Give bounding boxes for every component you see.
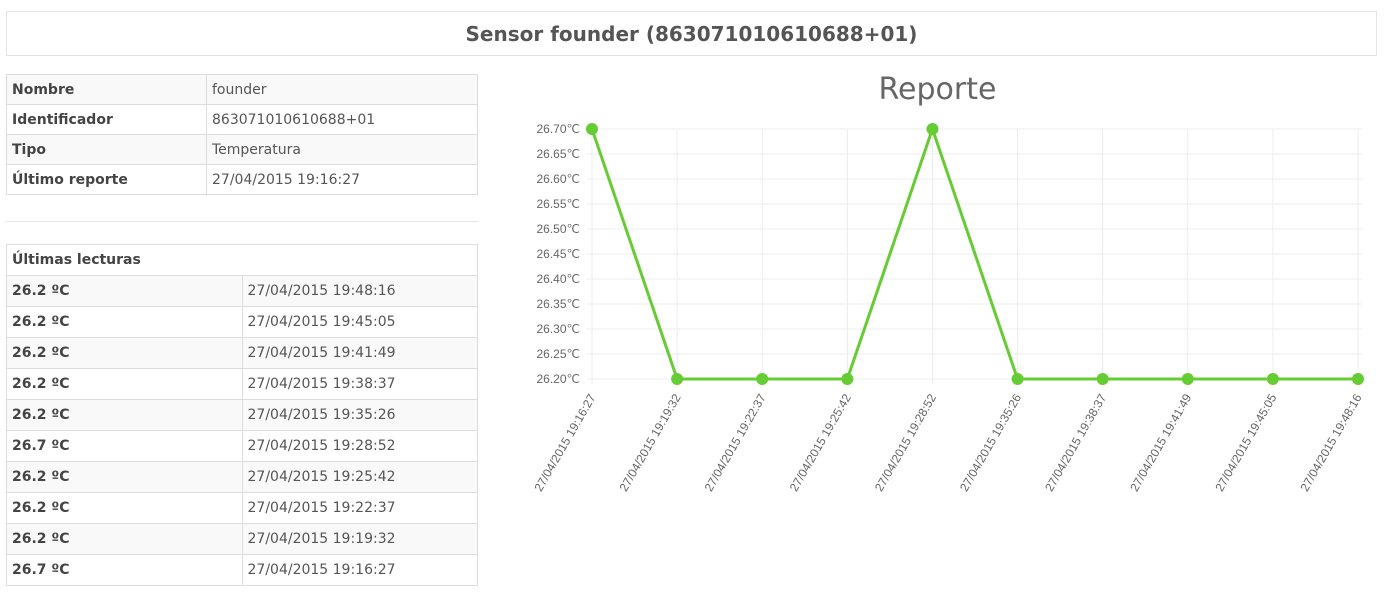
x-tick-label: 27/04/2015 19:48:16 (1297, 391, 1364, 494)
data-point (756, 373, 769, 385)
data-point (671, 373, 684, 385)
reading-temperature: 26.2 ºC (6, 523, 243, 555)
info-label: Último reporte (6, 164, 207, 195)
y-tick-label: 26.40℃ (536, 272, 580, 286)
x-tick-label: 27/04/2015 19:45:05 (1212, 391, 1279, 494)
y-tick-label: 26.65℃ (536, 147, 580, 161)
reading-temperature: 26.2 ºC (6, 492, 243, 524)
data-point (586, 123, 598, 135)
readings-table: Últimas lecturas 26.2 ºC 27/04/2015 19:48… (6, 244, 478, 586)
data-point (1181, 373, 1194, 385)
sensor-info-table: Nombre founder Identificador 86307101061… (6, 74, 478, 195)
info-value: Temperatura (206, 134, 478, 165)
info-value: 863071010610688+01 (206, 104, 478, 135)
y-tick-label: 26.55℃ (536, 197, 580, 211)
table-row: 26.2 ºC 27/04/2015 19:38:37 (6, 368, 478, 400)
reading-timestamp: 27/04/2015 19:35:26 (241, 399, 478, 431)
page-title: Sensor founder (863071010610688+01) (6, 11, 1377, 56)
y-tick-label: 26.50℃ (536, 222, 580, 236)
reading-timestamp: 27/04/2015 19:25:42 (241, 461, 478, 493)
table-row: Tipo Temperatura (6, 134, 478, 165)
y-tick-label: 26.20℃ (536, 372, 580, 386)
info-label: Tipo (6, 134, 207, 165)
y-tick-label: 26.35℃ (536, 297, 580, 311)
reading-timestamp: 27/04/2015 19:22:37 (241, 492, 478, 524)
data-point (841, 373, 854, 385)
table-row: Identificador 863071010610688+01 (6, 104, 478, 135)
divider (6, 221, 478, 222)
x-tick-label: 27/04/2015 19:41:49 (1127, 391, 1194, 494)
table-row: Nombre founder (6, 74, 478, 105)
x-tick-label: 27/04/2015 19:22:37 (702, 391, 769, 494)
readings-title: Últimas lecturas (6, 244, 478, 276)
info-value: founder (206, 74, 478, 105)
reading-temperature: 26.2 ºC (6, 461, 243, 493)
reading-temperature: 26.2 ºC (6, 368, 243, 400)
reading-timestamp: 27/04/2015 19:28:52 (241, 430, 478, 462)
table-header-row: Últimas lecturas (6, 244, 478, 276)
reading-temperature: 26.2 ºC (6, 337, 243, 369)
y-tick-label: 26.45℃ (536, 247, 580, 261)
data-point (1266, 373, 1279, 385)
table-row: 26.2 ºC 27/04/2015 19:48:16 (6, 275, 478, 307)
x-tick-label: 27/04/2015 19:25:42 (787, 391, 854, 494)
x-tick-label: 27/04/2015 19:38:37 (1042, 391, 1109, 494)
y-tick-label: 26.25℃ (536, 347, 580, 361)
x-tick-label: 27/04/2015 19:16:27 (531, 391, 598, 494)
reading-temperature: 26.7 ºC (6, 554, 243, 586)
table-row: 26.2 ºC 27/04/2015 19:19:32 (6, 523, 478, 555)
table-row: 26.7 ºC 27/04/2015 19:28:52 (6, 430, 478, 462)
x-tick-label: 27/04/2015 19:35:26 (957, 391, 1024, 494)
table-row: Último reporte 27/04/2015 19:16:27 (6, 164, 478, 195)
info-label: Nombre (6, 74, 207, 105)
data-point (1352, 373, 1364, 385)
reading-temperature: 26.7 ºC (6, 430, 243, 462)
info-value: 27/04/2015 19:16:27 (206, 164, 478, 195)
table-row: 26.2 ºC 27/04/2015 19:41:49 (6, 337, 478, 369)
y-tick-label: 26.70℃ (536, 122, 580, 136)
reading-timestamp: 27/04/2015 19:41:49 (241, 337, 478, 369)
reading-temperature: 26.2 ºC (6, 399, 243, 431)
table-row: 26.7 ºC 27/04/2015 19:16:27 (6, 554, 478, 586)
table-row: 26.2 ºC 27/04/2015 19:22:37 (6, 492, 478, 524)
x-tick-label: 27/04/2015 19:28:52 (872, 391, 939, 494)
reading-timestamp: 27/04/2015 19:45:05 (241, 306, 478, 338)
reading-timestamp: 27/04/2015 19:19:32 (241, 523, 478, 555)
reading-temperature: 26.2 ºC (6, 275, 243, 307)
chart-title: Reporte (878, 72, 997, 107)
reading-timestamp: 27/04/2015 19:16:27 (241, 554, 478, 586)
y-tick-label: 26.30℃ (536, 322, 580, 336)
x-tick-label: 27/04/2015 19:19:32 (617, 391, 684, 494)
reading-timestamp: 27/04/2015 19:48:16 (241, 275, 478, 307)
data-point (1096, 373, 1109, 385)
data-point (1011, 373, 1024, 385)
table-row: 26.2 ºC 27/04/2015 19:25:42 (6, 461, 478, 493)
data-point (926, 123, 939, 135)
series-line (590, 127, 1358, 381)
y-tick-label: 26.60℃ (536, 172, 580, 186)
line-chart: 26.70℃ 26.65℃ 26.60℃ 26.55℃ 26.50℃ 26.45℃ 26.4… (531, 122, 1364, 494)
reading-timestamp: 27/04/2015 19:38:37 (241, 368, 478, 400)
table-row: 26.2 ºC 27/04/2015 19:35:26 (6, 399, 478, 431)
table-row: 26.2 ºC 27/04/2015 19:45:05 (6, 306, 478, 338)
reading-temperature: 26.2 ºC (6, 306, 243, 338)
info-label: Identificador (6, 104, 207, 135)
